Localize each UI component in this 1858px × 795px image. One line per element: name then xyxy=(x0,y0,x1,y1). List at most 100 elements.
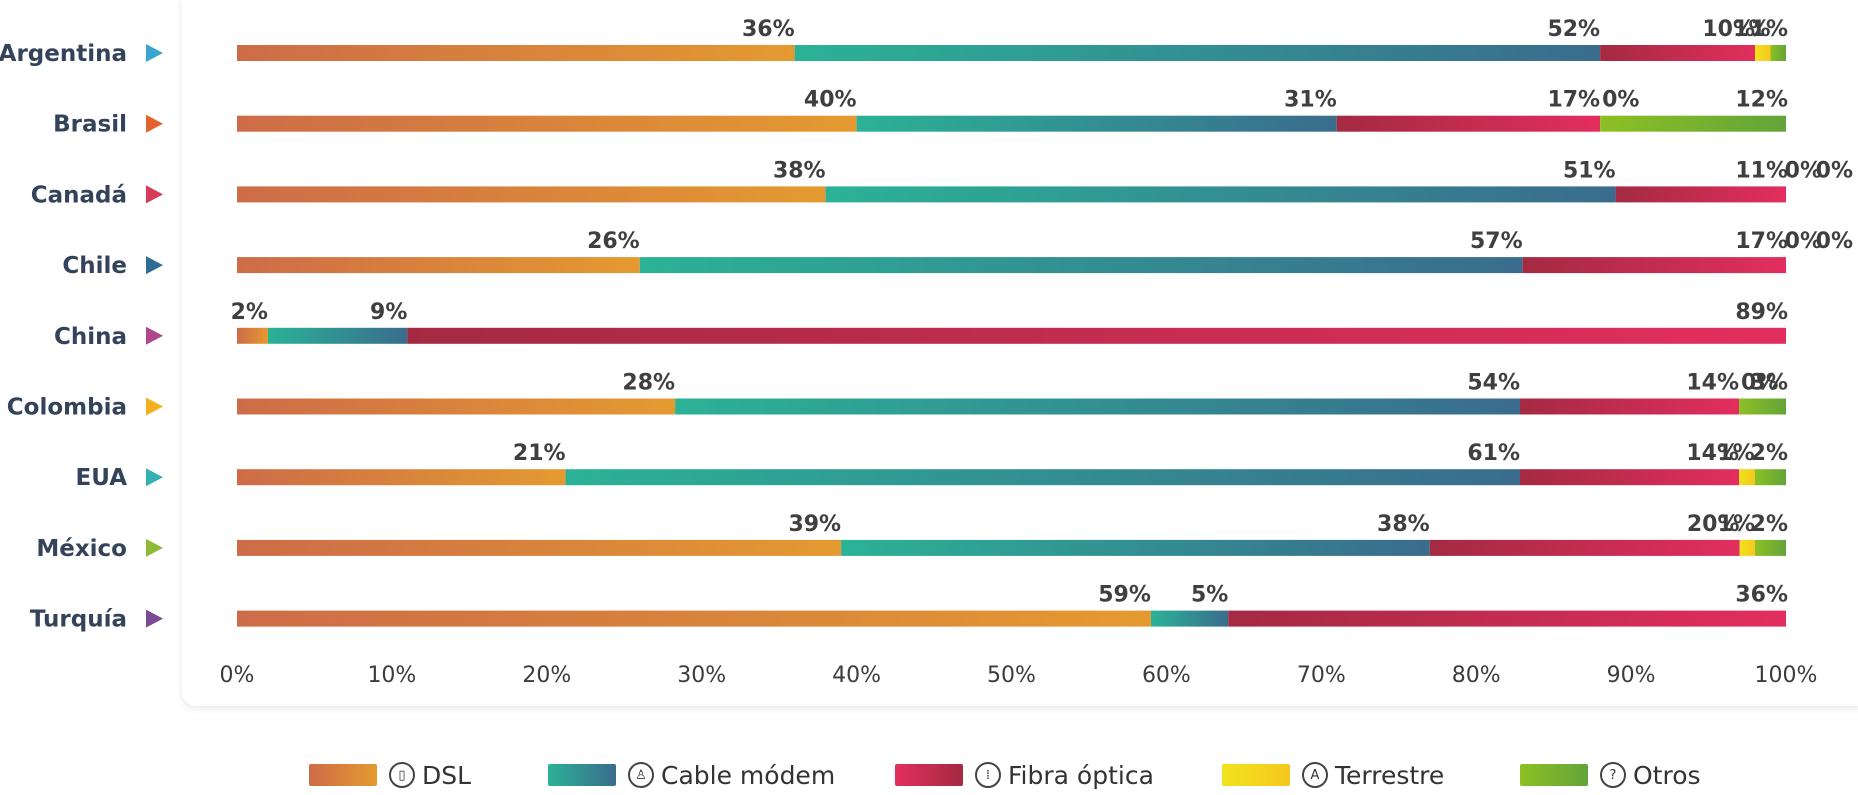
country-label-colombia: Colombia xyxy=(7,395,127,421)
bar-dsl-china xyxy=(237,327,268,344)
bar-cable-modem-colombia xyxy=(675,398,1521,415)
data-label-terrestre-brasil: 0% xyxy=(1602,88,1639,113)
data-label-cable-modem-mexico: 38% xyxy=(1377,512,1430,537)
country-label-eua: EUA xyxy=(76,465,128,491)
question-icon: ? xyxy=(1600,762,1626,788)
legend-item-cable-modem: ♙ Cable módem xyxy=(548,755,835,795)
legend-swatch-terrestre xyxy=(1222,764,1290,786)
data-label-dsl-turquia: 59% xyxy=(1098,583,1151,608)
bar-cable-modem-brasil xyxy=(856,115,1337,132)
fiber-icon: ⁞ xyxy=(975,762,1001,788)
legend-swatch-fibra-optica xyxy=(895,764,963,786)
data-label-fibra-optica-turquia: 36% xyxy=(1735,583,1788,608)
bar-fibra-optica-china xyxy=(407,327,1786,344)
bar-dsl-canada xyxy=(237,186,826,203)
bar-otros-mexico xyxy=(1755,539,1786,556)
legend-swatch-otros xyxy=(1520,764,1588,786)
legend-label-otros: Otros xyxy=(1633,760,1701,790)
data-label-fibra-optica-argentina: 10% xyxy=(1702,17,1755,42)
data-label-otros-argentina: 1% xyxy=(1751,17,1788,42)
bar-otros-eua xyxy=(1754,469,1786,486)
data-label-fibra-optica-mexico: 20% xyxy=(1687,512,1740,537)
bar-cable-modem-chile xyxy=(639,257,1523,274)
legend-label-cable-modem: Cable módem xyxy=(661,760,836,790)
play-arrow-icon xyxy=(146,256,163,275)
x-tick-label: 30% xyxy=(677,663,726,688)
x-tick-label: 80% xyxy=(1452,663,1501,688)
legend-item-otros: ? Otros xyxy=(1520,755,1701,795)
data-label-terrestre-eua: 1% xyxy=(1717,441,1754,466)
data-label-cable-modem-eua: 61% xyxy=(1467,441,1520,466)
bar-dsl-mexico xyxy=(237,539,842,556)
bar-cable-modem-eua xyxy=(565,469,1521,486)
data-label-otros-canada: 0% xyxy=(1816,158,1853,183)
play-arrow-icon xyxy=(146,44,163,62)
bar-dsl-colombia xyxy=(237,398,676,415)
bar-dsl-chile xyxy=(237,257,640,274)
data-label-cable-modem-turquia: 5% xyxy=(1191,583,1228,608)
bar-otros-argentina xyxy=(1770,45,1786,61)
data-label-fibra-optica-brasil: 17% xyxy=(1547,88,1600,113)
play-arrow-icon xyxy=(146,326,163,345)
data-label-cable-modem-canada: 51% xyxy=(1563,158,1616,183)
data-label-otros-colombia: 3% xyxy=(1751,371,1788,396)
legend-item-dsl: ▯ DSL xyxy=(309,755,471,795)
play-arrow-icon xyxy=(146,114,163,133)
data-label-dsl-brasil: 40% xyxy=(804,88,857,113)
x-tick-label: 50% xyxy=(987,663,1036,688)
data-label-cable-modem-china: 9% xyxy=(370,300,407,325)
bars xyxy=(237,45,1786,627)
play-arrow-icon xyxy=(146,538,163,557)
legend-swatch-cable-modem xyxy=(548,764,616,786)
data-label-terrestre-canada: 0% xyxy=(1785,158,1822,183)
bar-fibra-optica-argentina xyxy=(1600,45,1756,61)
bar-cable-modem-mexico xyxy=(841,539,1430,556)
data-label-fibra-optica-china: 89% xyxy=(1735,300,1788,325)
data-label-terrestre-colombia: 0% xyxy=(1741,371,1778,396)
data-label-cable-modem-chile: 57% xyxy=(1470,229,1523,254)
bar-dsl-brasil xyxy=(237,115,857,132)
country-label-turquia: Turquía xyxy=(30,607,127,633)
data-label-dsl-canada: 38% xyxy=(773,158,826,183)
bar-fibra-optica-canada xyxy=(1615,186,1786,203)
bar-fibra-optica-brasil xyxy=(1336,115,1601,132)
data-label-cable-modem-argentina: 52% xyxy=(1547,17,1600,42)
bar-dsl-turquia xyxy=(237,610,1151,627)
play-arrow-icon xyxy=(146,609,163,628)
bar-otros-colombia xyxy=(1739,398,1786,415)
bar-fibra-optica-turquia xyxy=(1228,610,1786,627)
bar-fibra-optica-colombia xyxy=(1520,398,1740,415)
bar-fibra-optica-mexico xyxy=(1429,539,1740,556)
country-label-argentina: Argentina xyxy=(0,41,127,67)
data-label-dsl-colombia: 28% xyxy=(622,371,675,396)
bar-terrestre-mexico xyxy=(1739,539,1756,556)
bar-cable-modem-argentina xyxy=(794,45,1601,61)
play-arrow-icon xyxy=(146,185,163,204)
data-label-fibra-optica-eua: 14% xyxy=(1686,441,1739,466)
data-label-cable-modem-colombia: 54% xyxy=(1467,371,1520,396)
data-label-dsl-mexico: 39% xyxy=(788,512,841,537)
data-label-terrestre-mexico: 1% xyxy=(1718,512,1755,537)
data-label-fibra-optica-canada: 11% xyxy=(1735,158,1788,183)
data-label-otros-eua: 2% xyxy=(1751,441,1788,466)
antenna-icon: A xyxy=(1302,762,1328,788)
x-tick-label: 90% xyxy=(1607,663,1656,688)
phone-icon: ▯ xyxy=(389,762,415,788)
x-axis: 0% 10% 20% 30% 40% 50% 60% 70% 80% 90% 100% xyxy=(220,663,1818,688)
legend-label-fibra-optica: Fibra óptica xyxy=(1008,760,1154,790)
play-arrow-icon xyxy=(146,397,163,416)
data-label-terrestre-chile: 0% xyxy=(1785,229,1822,254)
legend: ▯ DSL ♙ Cable módem ⁞ Fibra óptica A Ter… xyxy=(0,755,1858,795)
bar-cable-modem-turquia xyxy=(1150,610,1229,627)
country-label-chile: Chile xyxy=(62,253,127,279)
x-tick-label: 10% xyxy=(367,663,416,688)
data-labels: 36% 52% 10%1%1%40% 31% 17% 0% 12%38% 51% 11%0%0%… xyxy=(231,17,1853,608)
x-tick-label: 100% xyxy=(1755,663,1818,688)
data-label-cable-modem-brasil: 31% xyxy=(1284,88,1337,113)
legend-label-dsl: DSL xyxy=(422,760,472,790)
bar-otros-brasil xyxy=(1600,115,1786,132)
play-arrow-icon xyxy=(146,468,163,487)
data-label-dsl-china: 2% xyxy=(231,300,268,325)
x-tick-label: 60% xyxy=(1142,663,1191,688)
legend-label-terrestre: Terrestre xyxy=(1335,760,1445,790)
